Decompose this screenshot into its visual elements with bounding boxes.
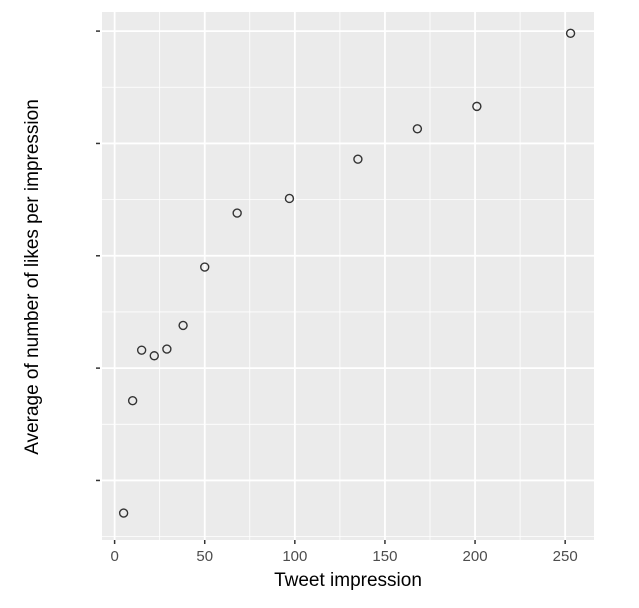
axis-ticks: 0 50 100 150 200 250 — [96, 30, 578, 565]
plot-panel — [102, 12, 594, 540]
data-point — [149, 351, 159, 361]
y-axis-title: Average of number of likes per impressio… — [22, 99, 43, 455]
data-point — [178, 320, 188, 331]
x-tick-label: 100 — [282, 548, 307, 565]
data-point — [118, 508, 129, 518]
data-point — [127, 395, 138, 406]
x-tick-label: 0 — [110, 548, 118, 565]
data-point — [162, 344, 172, 354]
x-axis-title: Tweet impression — [274, 570, 422, 591]
x-tick-label: 200 — [463, 548, 488, 565]
gridlines — [102, 12, 594, 540]
data-point — [200, 262, 210, 272]
data-points — [118, 28, 576, 518]
x-tick-label: 50 — [196, 548, 213, 565]
data-point — [565, 28, 576, 39]
data-point — [472, 101, 482, 112]
data-point — [284, 193, 295, 204]
x-tick-label: 150 — [372, 548, 397, 565]
data-point — [136, 345, 147, 355]
data-point — [232, 208, 242, 218]
data-point — [353, 154, 363, 164]
data-point — [412, 124, 423, 134]
x-tick-label: 250 — [553, 548, 578, 565]
